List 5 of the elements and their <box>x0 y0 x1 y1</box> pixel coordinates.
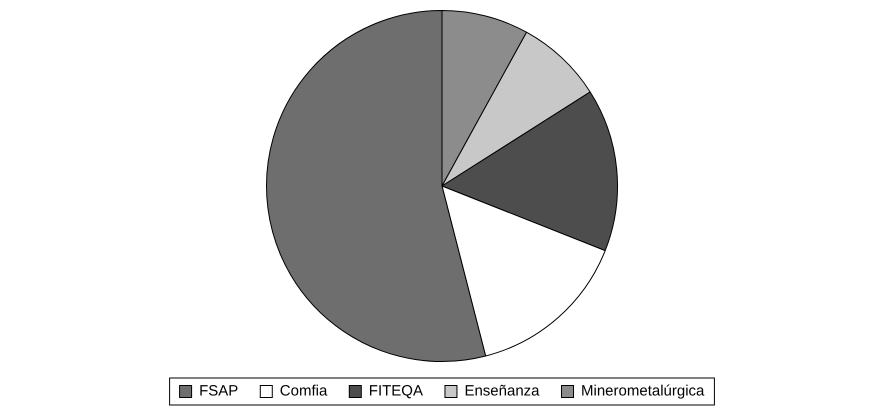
legend-label: FITEQA <box>368 382 423 400</box>
legend-label: Comfia <box>280 382 328 400</box>
legend-label: FSAP <box>199 382 238 400</box>
legend-label: Enseñanza <box>464 382 540 400</box>
legend-label: Minerometalúrgica <box>581 382 706 400</box>
